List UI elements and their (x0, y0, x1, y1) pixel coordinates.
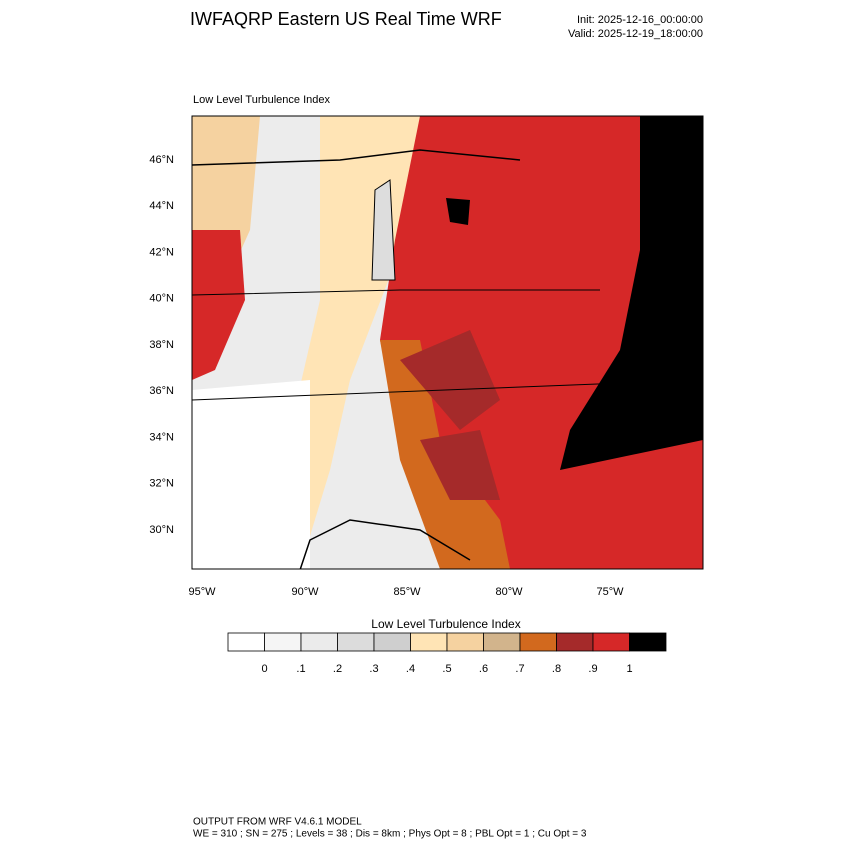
lat-label: 34°N (149, 431, 174, 443)
colorbar-label: 0 (261, 663, 267, 675)
colorbar-box (300, 632, 338, 652)
map-field (192, 116, 703, 569)
lat-label: 42°N (149, 246, 174, 258)
colorbar-box (629, 632, 667, 652)
title: IWFAQRP Eastern US Real Time WRF (190, 9, 502, 29)
colorbar-label: .8 (552, 663, 561, 675)
footer-line: OUTPUT FROM WRF V4.6.1 MODEL (193, 817, 362, 828)
lat-label: 36°N (149, 385, 174, 397)
lat-label: 46°N (149, 154, 174, 166)
valid-time: Valid: 2025-12-19_18:00:00 (568, 28, 703, 40)
colorbar-box (556, 632, 594, 652)
lat-label: 30°N (149, 524, 174, 536)
colorbar: 0 .1 .2 .3 .4 .5 .6 .7 .8 .9 1 (227, 632, 667, 675)
colorbar-label: .6 (479, 663, 488, 675)
colorbar-label: 1 (626, 663, 632, 675)
colorbar-label: .4 (406, 663, 415, 675)
lon-label: 95°W (188, 586, 216, 598)
lat-label: 38°N (149, 339, 174, 351)
map-frame (191, 115, 704, 570)
colorbar-label: .1 (296, 663, 305, 675)
lat-label: 32°N (149, 478, 174, 490)
colorbar-box (264, 632, 302, 652)
colorbar-label: .5 (442, 663, 451, 675)
colorbar-box (373, 632, 411, 652)
colorbar-box (410, 632, 448, 652)
colorbar-box (483, 632, 521, 652)
colorbar-box (519, 632, 557, 652)
colorbar-box (227, 632, 265, 652)
colorbar-box (592, 632, 630, 652)
colorbar-box (337, 632, 375, 652)
lat-label: 40°N (149, 293, 174, 305)
lat-label: 44°N (149, 200, 174, 212)
colorbar-label: .9 (588, 663, 597, 675)
colorbar-box (446, 632, 484, 652)
footer-line: WE = 310 ; SN = 275 ; Levels = 38 ; Dis … (193, 829, 587, 840)
colorbar-label: .7 (515, 663, 524, 675)
colorbar-label: .2 (333, 663, 342, 675)
colorbar-title: Low Level Turbulence Index (371, 617, 520, 631)
map-title: Low Level Turbulence Index (193, 94, 330, 106)
lon-label: 85°W (393, 586, 421, 598)
init-time: Init: 2025-12-16_00:00:00 (577, 14, 703, 26)
lon-label: 75°W (596, 586, 624, 598)
colorbar-label: .3 (369, 663, 378, 675)
lon-label: 80°W (495, 586, 523, 598)
lon-label: 90°W (291, 586, 319, 598)
